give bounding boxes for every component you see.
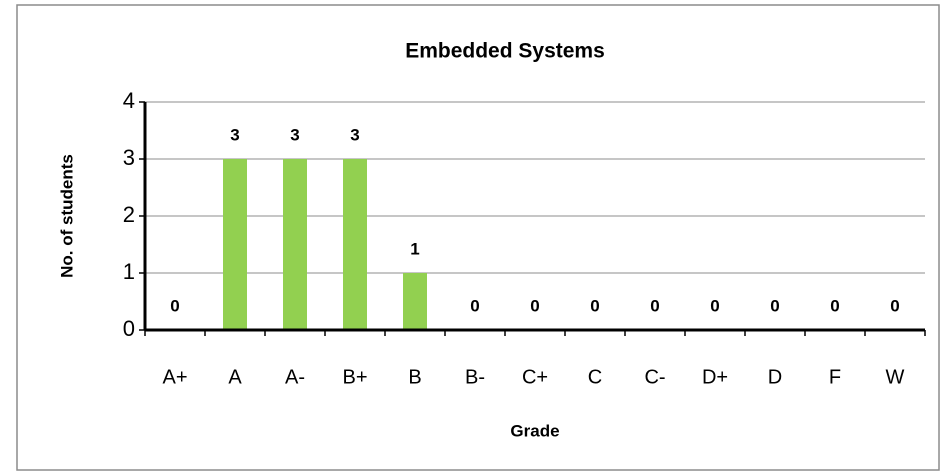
x-tick-label: C-	[644, 366, 665, 388]
bar	[283, 159, 307, 330]
data-label: 0	[710, 296, 719, 315]
x-tick-label: D	[768, 366, 782, 388]
y-tick-label: 2	[123, 202, 135, 227]
data-label: 0	[890, 296, 899, 315]
data-label: 1	[410, 239, 419, 258]
x-tick-label: C	[588, 366, 602, 388]
x-tick-label: A+	[162, 366, 187, 388]
x-tick-label: F	[829, 366, 841, 388]
y-tick-label: 0	[123, 316, 135, 341]
y-axis-label: No. of students	[57, 154, 76, 278]
bar	[403, 273, 427, 330]
x-tick-label: A-	[285, 366, 305, 388]
data-label: 0	[530, 296, 539, 315]
y-tick-label: 3	[123, 145, 135, 170]
bar	[223, 159, 247, 330]
x-tick-label: B	[408, 366, 421, 388]
bar	[343, 159, 367, 330]
data-label: 0	[170, 296, 179, 315]
data-label: 3	[230, 125, 239, 144]
y-tick-label: 1	[123, 259, 135, 284]
x-tick-label: C+	[522, 366, 548, 388]
x-tick-label: B+	[342, 366, 367, 388]
x-tick-label: A	[228, 366, 242, 388]
data-label: 3	[290, 125, 299, 144]
data-label: 0	[830, 296, 839, 315]
chart-title: Embedded Systems	[405, 40, 605, 63]
data-label: 0	[470, 296, 479, 315]
x-tick-label: B-	[465, 366, 485, 388]
data-label: 0	[770, 296, 779, 315]
data-label: 0	[650, 296, 659, 315]
x-tick-label: W	[886, 366, 905, 388]
x-tick-label: D+	[702, 366, 728, 388]
data-label: 0	[590, 296, 599, 315]
x-axis-label: Grade	[510, 421, 559, 440]
data-label: 3	[350, 125, 359, 144]
y-tick-label: 4	[123, 88, 135, 113]
chart-border	[16, 4, 940, 471]
